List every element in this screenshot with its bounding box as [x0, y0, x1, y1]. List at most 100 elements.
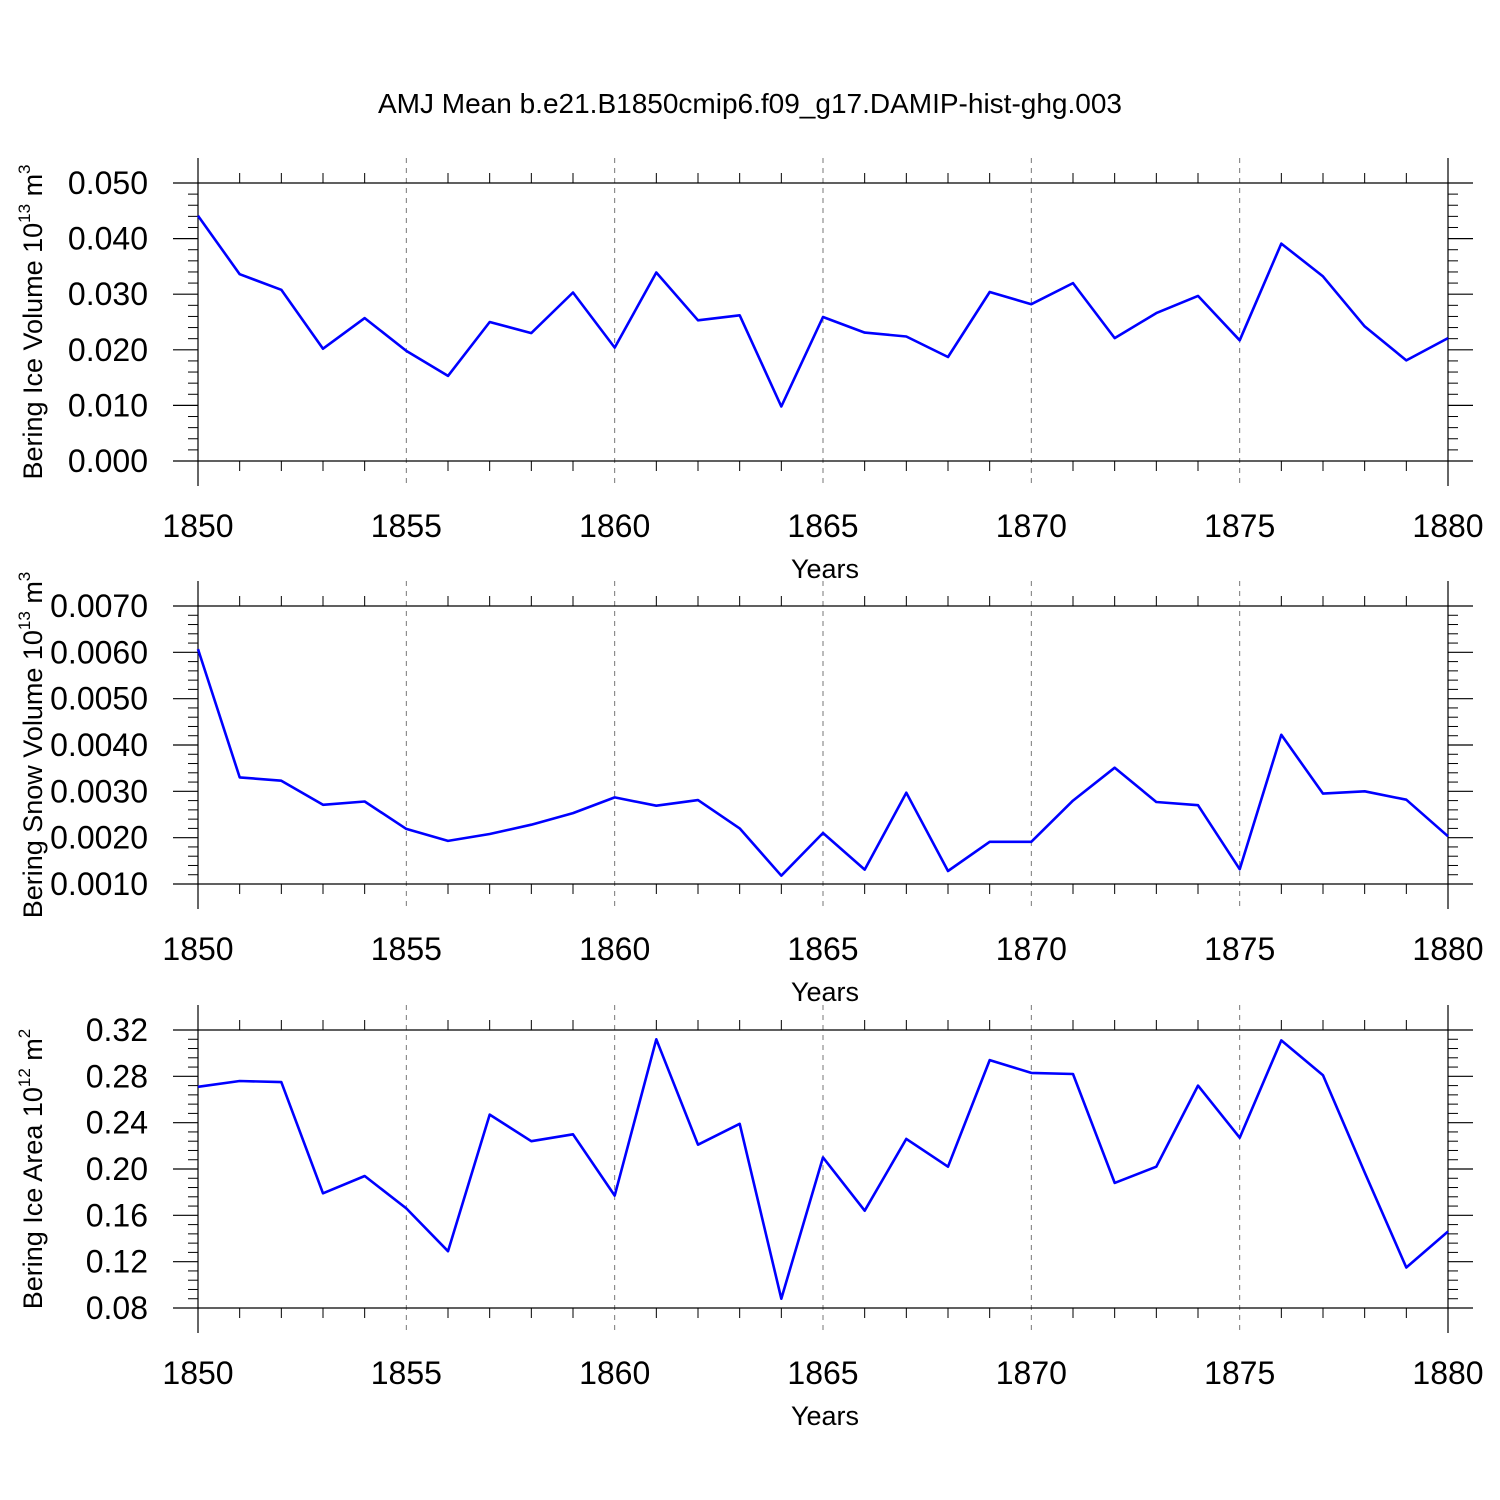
y-tick-label: 0.0030 [50, 773, 148, 809]
data-point [363, 800, 367, 804]
data-series-line [196, 215, 1449, 408]
data-point [1154, 1165, 1158, 1169]
data-point [279, 779, 283, 783]
data-point [738, 313, 742, 317]
data-point [1029, 1071, 1033, 1075]
data-point [529, 823, 533, 827]
x-tick-label: 1855 [371, 1355, 442, 1391]
x-tick-label: 1855 [371, 931, 442, 967]
data-series-line [196, 648, 1449, 877]
data-point [779, 874, 783, 878]
data-point [1029, 840, 1033, 844]
x-tick-label: 1880 [1412, 931, 1483, 967]
y-tick-label: 0.000 [68, 443, 148, 479]
x-tick-label: 1875 [1204, 1355, 1275, 1391]
data-point [529, 331, 533, 335]
data-point [404, 827, 408, 831]
data-point [404, 349, 408, 353]
y-tick-label: 0.20 [86, 1151, 148, 1187]
data-point [654, 271, 658, 275]
page-title: AMJ Mean b.e21.B1850cmip6.f09_g17.DAMIP-… [378, 88, 1122, 119]
data-point [696, 1143, 700, 1147]
data-point [1446, 336, 1450, 340]
ice-volume-panel: 0.000 0.010 0.020 0.030 0.040 0.050 1850 1855 18… [15, 158, 1484, 584]
data-point [196, 647, 200, 651]
x-tick-label: 1850 [162, 508, 233, 544]
data-point [196, 214, 200, 218]
x-tick-label: 1865 [787, 1355, 858, 1391]
data-point [1446, 834, 1450, 838]
data-point [696, 798, 700, 802]
data-point [1196, 294, 1200, 298]
data-point [863, 331, 867, 335]
y-tick-label: 0.030 [68, 276, 148, 312]
data-point [488, 1113, 492, 1117]
y-tick-label: 0.32 [86, 1012, 148, 1048]
data-point [904, 334, 908, 338]
data-point [404, 1206, 408, 1210]
data-point [779, 405, 783, 409]
data-point [904, 791, 908, 795]
data-point [1196, 1084, 1200, 1088]
data-point [779, 1297, 783, 1301]
x-tick-label: 1870 [996, 1355, 1067, 1391]
data-point [863, 868, 867, 872]
data-point [1196, 803, 1200, 807]
x-tick-label: 1860 [579, 1355, 650, 1391]
data-point [1071, 281, 1075, 285]
data-point [321, 803, 325, 807]
y-tick-label: 0.0060 [50, 634, 148, 670]
data-point [279, 1080, 283, 1084]
data-point [571, 1132, 575, 1136]
data-point [571, 811, 575, 815]
x-axis-title: Years [791, 977, 859, 1007]
data-point [363, 316, 367, 320]
data-point [988, 1058, 992, 1062]
data-series-line [197, 1038, 1449, 1300]
y-tick-label: 0.08 [86, 1290, 148, 1326]
y-tick-label: 0.040 [68, 221, 148, 257]
data-point [988, 840, 992, 844]
data-point [446, 374, 450, 378]
data-point [446, 839, 450, 843]
y-tick-label: 0.24 [86, 1105, 148, 1141]
data-point [654, 804, 658, 808]
y-tick-label: 0.050 [68, 165, 148, 201]
data-point [363, 1174, 367, 1178]
data-point [1363, 324, 1367, 328]
y-tick-label: 0.0020 [50, 820, 148, 856]
data-point [1446, 1230, 1450, 1234]
data-point [1279, 1038, 1283, 1042]
x-tick-label: 1850 [162, 1355, 233, 1391]
data-point [196, 1085, 200, 1089]
data-point [1113, 1181, 1117, 1185]
data-point [696, 318, 700, 322]
x-tick-label: 1875 [1204, 508, 1275, 544]
x-axis-title: Years [791, 1401, 859, 1431]
data-point [238, 1079, 242, 1083]
data-point [904, 1137, 908, 1141]
data-point [238, 775, 242, 779]
data-point [738, 826, 742, 830]
snow-volume-panel: 0.0010 0.0020 0.0030 0.0040 0.0050 0.0060 0.00… [15, 572, 1484, 1007]
data-point [1238, 338, 1242, 342]
data-point [1238, 867, 1242, 871]
data-point [1154, 800, 1158, 804]
x-tick-label: 1880 [1412, 508, 1483, 544]
data-point [1279, 242, 1283, 246]
data-point [321, 1191, 325, 1195]
data-point [1321, 274, 1325, 278]
data-point [1029, 302, 1033, 306]
data-point [571, 291, 575, 295]
data-point [1321, 792, 1325, 796]
data-point [613, 795, 617, 799]
x-tick-label: 1860 [579, 508, 650, 544]
data-point [238, 272, 242, 276]
data-point [488, 832, 492, 836]
data-point [1321, 1073, 1325, 1077]
y-tick-label: 0.010 [68, 387, 148, 423]
data-point [1238, 1136, 1242, 1140]
x-tick-label: 1855 [371, 508, 442, 544]
data-point [821, 1155, 825, 1159]
